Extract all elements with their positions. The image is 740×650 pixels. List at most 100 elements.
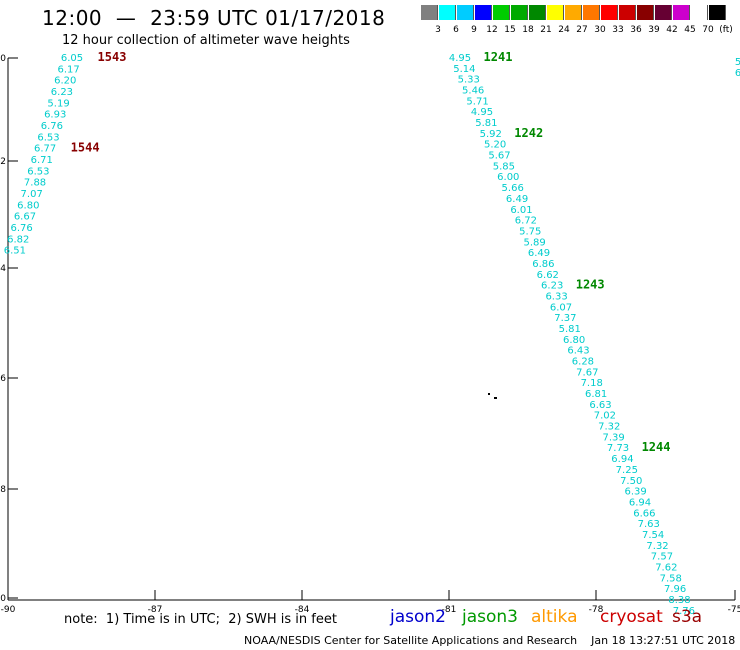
swh-value: 6.77 bbox=[34, 144, 56, 155]
lon-tick-label: -75 bbox=[728, 605, 740, 615]
swh-value: 6.23 bbox=[51, 87, 73, 98]
track-jason3: 4.955.145.335.465.714.955.815.925.205.67… bbox=[449, 50, 695, 617]
swh-value: 6.76 bbox=[10, 223, 32, 234]
swh-value: 6.94 bbox=[629, 497, 651, 508]
swh-value: 5.14 bbox=[453, 64, 475, 75]
satellite-jason3: jason3 bbox=[462, 607, 518, 627]
swh-value: 7.37 bbox=[554, 313, 576, 324]
swh-value: 7.73 bbox=[607, 443, 629, 454]
scale-swatch bbox=[511, 5, 528, 20]
lon-tick-label: -81 bbox=[442, 605, 457, 615]
scale-swatch bbox=[457, 5, 474, 20]
swh-value: 7.32 bbox=[598, 422, 620, 433]
swh-value: 4.95 bbox=[471, 107, 493, 118]
scale-label: 6 bbox=[453, 25, 459, 35]
scale-swatch bbox=[601, 5, 618, 20]
swh-value: 6.51 bbox=[4, 246, 26, 257]
swh-value: 6.49 bbox=[506, 194, 528, 205]
pass-number: 1544 bbox=[71, 141, 100, 155]
swh-value: 5.92 bbox=[480, 129, 502, 140]
lon-tick-label: -84 bbox=[295, 605, 310, 615]
scale-label: 27 bbox=[576, 25, 588, 35]
swh-value: 6.39 bbox=[624, 487, 646, 498]
lat-tick-label: -22 bbox=[0, 157, 6, 167]
swh-value: 7.25 bbox=[616, 465, 638, 476]
map-subtitle: 12 hour collection of altimeter wave hei… bbox=[62, 33, 350, 48]
swh-value: 6.43 bbox=[567, 346, 589, 357]
axis-ticks: -90 -87 -84 -81 -78 -75 -20 -22 -24 -26 -28 -30 bbox=[0, 54, 740, 615]
scale-label: 45 bbox=[684, 25, 696, 35]
island-marks bbox=[488, 393, 497, 399]
scale-swatch bbox=[691, 5, 708, 20]
scale-swatch bbox=[439, 5, 456, 20]
scale-label: (ft) bbox=[719, 25, 733, 35]
scale-swatch bbox=[565, 5, 582, 20]
swh-value: 5.71 bbox=[466, 96, 488, 107]
swh-value: 7.54 bbox=[642, 530, 664, 541]
scale-label: 36 bbox=[630, 25, 642, 35]
swh-value: 5.19 bbox=[47, 98, 69, 109]
scale-swatch bbox=[673, 5, 690, 20]
track-s3a: 6.056.176.206.235.196.936.766.536.776.71… bbox=[4, 50, 127, 257]
pass-number: 1241 bbox=[484, 50, 513, 64]
swh-value: 6.94 bbox=[611, 454, 633, 465]
swh-value: 6.28 bbox=[572, 357, 594, 368]
swh-value: 6.76 bbox=[41, 121, 63, 132]
pass-number: 1543 bbox=[98, 50, 127, 64]
lon-tick-label: -78 bbox=[589, 605, 604, 615]
scale-label: 42 bbox=[666, 25, 678, 35]
swh-value: 7.76 bbox=[673, 606, 695, 617]
swh-value: 6.23 bbox=[541, 281, 563, 292]
scale-label: 18 bbox=[522, 25, 534, 35]
swh-value: 7.88 bbox=[24, 178, 46, 189]
scale-swatch bbox=[547, 5, 564, 20]
swh-value: 5.67 bbox=[488, 151, 510, 162]
swh-value: 5.46 bbox=[462, 86, 484, 97]
pass-number: 1243 bbox=[576, 278, 605, 292]
scale-swatch bbox=[709, 5, 726, 20]
footnote: note: 1) Time is in UTC; 2) SWH is in fe… bbox=[64, 612, 337, 627]
swh-value: 6.63 bbox=[589, 400, 611, 411]
scale-swatch bbox=[421, 5, 438, 20]
swh-value: 6.00 bbox=[497, 172, 519, 183]
track-edge: 56 bbox=[735, 57, 740, 79]
swh-value: 6.82 bbox=[7, 234, 29, 245]
swh-value: 6 bbox=[735, 68, 740, 79]
swh-value: 7.07 bbox=[21, 189, 43, 200]
swh-value: 5.20 bbox=[484, 140, 506, 151]
swh-value: 4.95 bbox=[449, 53, 471, 64]
swh-value: 7.57 bbox=[651, 552, 673, 563]
swh-value: 7.50 bbox=[620, 476, 642, 487]
map-frame bbox=[7, 58, 735, 601]
satellite-cryosat: cryosat bbox=[600, 607, 663, 627]
scale-label: 3 bbox=[435, 25, 441, 35]
scale-label: 70 bbox=[702, 25, 714, 35]
swh-value: 7.58 bbox=[660, 573, 682, 584]
swh-value: 6.20 bbox=[54, 76, 76, 87]
altimeter-tracks: 6.056.176.206.235.196.936.766.536.776.71… bbox=[4, 50, 740, 617]
swh-value: 7.63 bbox=[638, 519, 660, 530]
swh-value: 6.93 bbox=[44, 110, 66, 121]
lon-tick-label: -87 bbox=[148, 605, 163, 615]
scale-label: 33 bbox=[612, 25, 624, 35]
swh-value: 6.33 bbox=[545, 291, 567, 302]
credit-line: NOAA/NESDIS Center for Satellite Applica… bbox=[244, 634, 736, 647]
scale-swatch bbox=[475, 5, 492, 20]
swh-value: 7.96 bbox=[664, 584, 686, 595]
satellite-s3a: s3a bbox=[672, 607, 703, 627]
scale-label: 9 bbox=[471, 25, 477, 35]
swh-value: 6.80 bbox=[17, 200, 39, 211]
swh-value: 7.18 bbox=[581, 378, 603, 389]
swh-value: 5.85 bbox=[493, 161, 515, 172]
scale-label: 24 bbox=[558, 25, 570, 35]
swh-value: 6.81 bbox=[585, 389, 607, 400]
swh-value: 6.49 bbox=[528, 248, 550, 259]
lat-tick-label: -30 bbox=[0, 594, 6, 604]
lat-tick-label: -26 bbox=[0, 374, 6, 384]
scale-swatch bbox=[655, 5, 672, 20]
scale-label: 39 bbox=[648, 25, 660, 35]
swh-value: 5 bbox=[735, 57, 740, 68]
swh-value: 6.66 bbox=[633, 508, 655, 519]
swh-value: 6.86 bbox=[532, 259, 554, 270]
scale-swatch bbox=[529, 5, 546, 20]
